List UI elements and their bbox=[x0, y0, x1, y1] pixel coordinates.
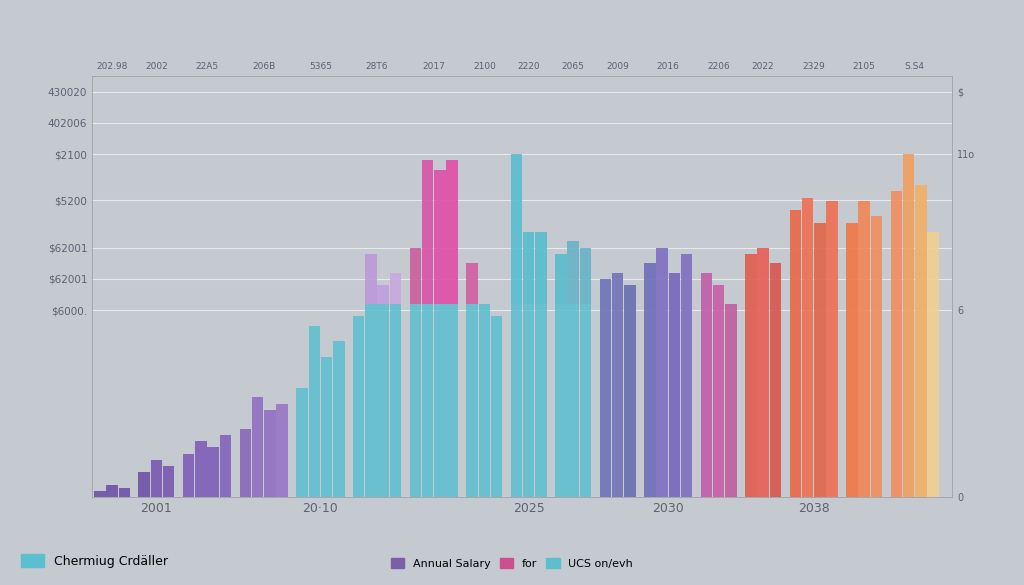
Bar bbox=[308, 326, 321, 497]
Bar bbox=[466, 263, 478, 304]
Bar bbox=[353, 316, 365, 497]
Bar bbox=[446, 160, 458, 304]
Bar bbox=[434, 170, 445, 304]
Bar bbox=[891, 191, 902, 497]
Bar bbox=[511, 154, 522, 304]
Bar bbox=[826, 201, 838, 497]
Bar bbox=[378, 285, 389, 304]
Bar bbox=[410, 247, 421, 304]
Bar bbox=[802, 198, 813, 497]
Legend: Chermiug Crdäller: Chermiug Crdäller bbox=[16, 549, 173, 573]
Bar bbox=[276, 404, 288, 497]
Bar bbox=[656, 247, 668, 497]
Bar bbox=[220, 435, 231, 497]
Bar bbox=[446, 304, 458, 497]
Bar bbox=[252, 397, 263, 497]
Bar bbox=[580, 304, 591, 497]
Bar bbox=[644, 263, 655, 497]
Bar bbox=[511, 304, 522, 497]
Bar bbox=[490, 316, 503, 497]
Bar bbox=[915, 185, 927, 497]
Bar bbox=[208, 448, 219, 497]
Bar bbox=[928, 232, 939, 497]
Bar bbox=[669, 273, 680, 497]
Bar bbox=[478, 304, 490, 497]
Bar bbox=[681, 254, 692, 497]
Bar bbox=[567, 304, 579, 497]
Bar bbox=[870, 216, 883, 497]
Bar bbox=[119, 488, 130, 497]
Bar bbox=[366, 254, 377, 304]
Bar bbox=[790, 210, 801, 497]
Bar bbox=[410, 304, 421, 497]
Bar bbox=[700, 273, 713, 497]
Bar bbox=[725, 304, 736, 497]
Bar bbox=[196, 441, 207, 497]
Bar bbox=[814, 223, 825, 497]
Bar bbox=[770, 263, 781, 497]
Bar bbox=[466, 304, 478, 497]
Bar bbox=[600, 279, 611, 497]
Bar bbox=[567, 242, 579, 304]
Bar bbox=[106, 485, 118, 497]
Bar bbox=[240, 429, 251, 497]
Bar bbox=[94, 491, 105, 497]
Bar bbox=[296, 388, 308, 497]
Bar bbox=[422, 160, 433, 304]
Bar bbox=[536, 304, 547, 497]
Bar bbox=[422, 304, 433, 497]
Bar bbox=[366, 304, 377, 497]
Bar bbox=[745, 254, 757, 497]
Bar bbox=[138, 472, 150, 497]
Bar bbox=[846, 223, 858, 497]
Bar bbox=[555, 254, 566, 304]
Bar bbox=[624, 285, 636, 497]
Bar bbox=[163, 466, 174, 497]
Bar bbox=[390, 304, 401, 497]
Bar bbox=[378, 304, 389, 497]
Bar bbox=[264, 410, 275, 497]
Bar bbox=[434, 304, 445, 497]
Bar bbox=[612, 273, 624, 497]
Bar bbox=[555, 304, 566, 497]
Bar bbox=[333, 341, 344, 497]
Bar bbox=[151, 460, 162, 497]
Legend: Annual Salary, for, UCS on/evh: Annual Salary, for, UCS on/evh bbox=[386, 554, 638, 574]
Bar bbox=[580, 247, 591, 304]
Bar bbox=[321, 357, 332, 497]
Bar bbox=[523, 232, 535, 304]
Bar bbox=[536, 232, 547, 304]
Bar bbox=[390, 273, 401, 304]
Bar bbox=[758, 247, 769, 497]
Bar bbox=[713, 285, 724, 497]
Bar bbox=[183, 453, 195, 497]
Bar bbox=[523, 304, 535, 497]
Bar bbox=[903, 154, 914, 497]
Bar bbox=[858, 201, 870, 497]
